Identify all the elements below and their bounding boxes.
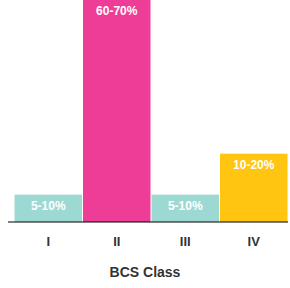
bar	[152, 195, 220, 222]
category-label: IV	[248, 234, 261, 249]
data-label: 5-10%	[31, 199, 66, 213]
x-axis-line	[8, 222, 288, 223]
chart: 5-10%60-70%5-10%10-20%IIIIIIIVBCS Class	[0, 0, 290, 288]
category-label: III	[180, 234, 191, 249]
x-axis-label: BCS Class	[110, 264, 181, 280]
data-label: 10-20%	[233, 158, 275, 172]
category-label: I	[46, 234, 50, 249]
bar	[220, 154, 288, 222]
bar	[15, 195, 83, 222]
bar	[83, 0, 151, 222]
data-label: 60-70%	[96, 4, 138, 18]
data-label: 5-10%	[168, 199, 203, 213]
bars	[15, 0, 288, 222]
category-label: II	[113, 234, 120, 249]
